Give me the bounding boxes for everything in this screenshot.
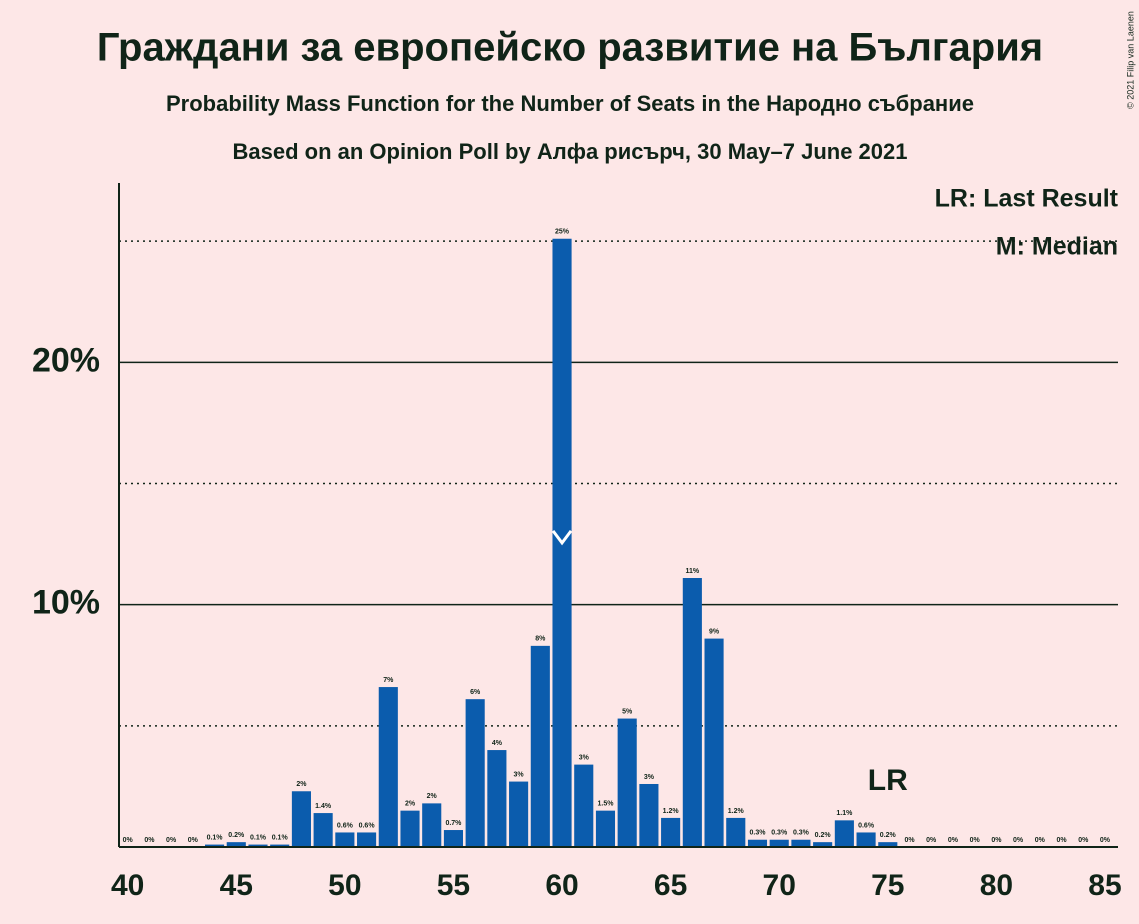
- value-label: 1.1%: [836, 810, 853, 817]
- value-label: 3%: [644, 774, 655, 781]
- bar: [313, 813, 333, 847]
- value-label: 25%: [555, 229, 570, 236]
- last-result-marker: LR: [868, 764, 908, 797]
- bar: [834, 820, 854, 847]
- bar: [574, 764, 594, 847]
- bar: [878, 842, 898, 847]
- value-label: 0%: [991, 837, 1002, 844]
- bar: [226, 842, 246, 847]
- value-label: 3%: [579, 754, 590, 761]
- x-tick-label: 75: [871, 869, 904, 902]
- value-label: 7%: [383, 677, 394, 684]
- bar: [856, 832, 876, 847]
- bar: [747, 839, 768, 847]
- value-label: 4%: [492, 740, 503, 747]
- bar: [443, 830, 464, 847]
- bar: [270, 844, 290, 847]
- bar: [813, 842, 833, 847]
- value-label: 0.2%: [880, 832, 897, 839]
- y-tick-label: 10%: [32, 584, 100, 622]
- value-label: 11%: [686, 568, 700, 575]
- subtitle: Probability Mass Function for the Number…: [166, 91, 974, 116]
- x-tick-label: 60: [545, 869, 578, 902]
- chart-title: Граждани за европейско развитие на Бълга…: [97, 26, 1043, 70]
- value-label: 0.2%: [815, 832, 832, 839]
- bar: [205, 844, 225, 847]
- value-label: 0.3%: [750, 830, 767, 837]
- value-label: 2%: [427, 793, 438, 800]
- x-tick-label: 80: [980, 869, 1013, 902]
- bar: [291, 791, 311, 847]
- value-label: 0%: [1056, 837, 1067, 844]
- value-label: 0%: [1035, 837, 1046, 844]
- bar: [422, 803, 442, 847]
- value-label: 0%: [166, 837, 177, 844]
- bar: [639, 783, 659, 847]
- bar: [530, 645, 550, 847]
- x-tick-label: 85: [1088, 869, 1121, 902]
- bar: [661, 817, 681, 847]
- value-label: 0.6%: [858, 822, 875, 829]
- value-label: 0.3%: [793, 830, 810, 837]
- value-label: 5%: [622, 708, 633, 715]
- x-tick-label: 65: [654, 869, 687, 902]
- value-label: 0%: [144, 837, 155, 844]
- bar: [400, 810, 420, 847]
- x-tick-label: 70: [763, 869, 796, 902]
- bar: [248, 844, 268, 847]
- bar: [769, 839, 789, 847]
- bar: [487, 750, 507, 847]
- y-tick-label: 20%: [32, 341, 100, 379]
- value-label: 0.1%: [207, 834, 224, 841]
- legend-median: M: Median: [996, 233, 1118, 261]
- bar: [704, 638, 724, 847]
- value-label: 1.4%: [315, 803, 332, 810]
- bar: [682, 578, 702, 847]
- value-label: 2%: [405, 800, 416, 807]
- value-label: 1.2%: [728, 808, 745, 815]
- value-label: 2%: [296, 781, 307, 788]
- value-label: 0%: [948, 837, 959, 844]
- bar: [595, 810, 616, 847]
- x-tick-label: 40: [111, 869, 144, 902]
- value-label: 0.3%: [771, 830, 788, 837]
- value-label: 0%: [970, 837, 981, 844]
- value-label: 8%: [535, 636, 546, 643]
- legend-last-result: LR: Last Result: [935, 185, 1119, 213]
- value-label: 6%: [470, 689, 481, 696]
- value-label: 0%: [1013, 837, 1024, 844]
- value-label: 0%: [1078, 837, 1089, 844]
- value-label: 0%: [188, 837, 199, 844]
- value-label: 3%: [514, 771, 525, 778]
- bar: [617, 718, 637, 847]
- bar: [335, 832, 355, 847]
- value-label: 0.6%: [337, 822, 354, 829]
- bar: [509, 781, 529, 847]
- value-label: 0.1%: [272, 834, 289, 841]
- value-label: 9%: [709, 628, 720, 635]
- value-label: 0.2%: [228, 832, 245, 839]
- value-label: 0.1%: [250, 834, 267, 841]
- x-tick-label: 50: [328, 869, 361, 902]
- median-marker: [551, 529, 573, 546]
- copyright: © 2021 Filip van Laenen: [1125, 11, 1135, 109]
- bar: [465, 699, 485, 847]
- bar: [726, 817, 746, 847]
- value-label: 1.5%: [597, 800, 614, 807]
- value-label: 0.6%: [359, 822, 376, 829]
- value-label: 1.2%: [663, 808, 680, 815]
- x-tick-label: 45: [220, 869, 253, 902]
- bar: [357, 832, 377, 847]
- bar: [791, 839, 811, 847]
- value-label: 0.7%: [445, 820, 462, 827]
- value-label: 0%: [926, 837, 937, 844]
- value-label: 0%: [904, 837, 915, 844]
- value-label: 0%: [123, 837, 134, 844]
- subtitle: Based on an Opinion Poll by Алфа рисърч,…: [232, 139, 907, 164]
- x-tick-label: 55: [437, 869, 470, 902]
- value-label: 0%: [1100, 837, 1111, 844]
- bar: [378, 687, 398, 847]
